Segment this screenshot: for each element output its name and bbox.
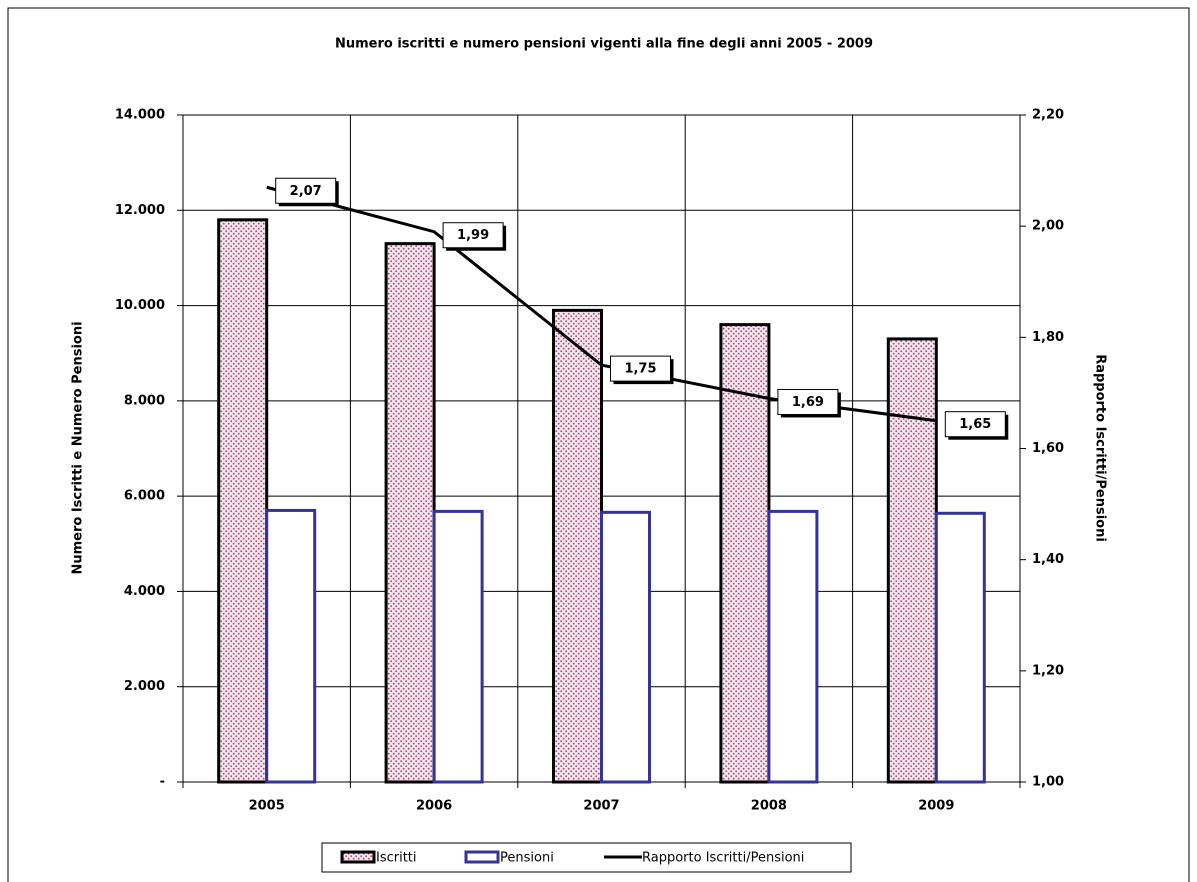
x-tick-label: 2005 xyxy=(249,799,285,814)
label-box xyxy=(777,388,839,415)
x-tick-label: 2006 xyxy=(416,799,452,814)
data-label: 1,65 xyxy=(959,417,991,432)
y2-tick-label: 1,00 xyxy=(1032,775,1064,790)
y-axis-title: Numero Iscritti e Numero Pensioni xyxy=(71,321,86,574)
chart-title: Numero iscritti e numero pensioni vigent… xyxy=(335,37,873,52)
y2-tick-label: 2,20 xyxy=(1032,108,1064,123)
bar xyxy=(384,242,436,784)
bar xyxy=(934,511,986,784)
data-label: 1,99 xyxy=(457,228,489,243)
bar xyxy=(886,337,938,784)
legend-label: Rapporto Iscritti/Pensioni xyxy=(642,851,804,866)
y-tick-label: 12.000 xyxy=(115,203,165,218)
y-tick-label: 4.000 xyxy=(124,584,165,599)
label-box xyxy=(275,177,337,204)
y-tick-label: 8.000 xyxy=(124,393,165,408)
data-label: 1,69 xyxy=(792,395,824,410)
y2-tick-label: 1,20 xyxy=(1032,663,1064,678)
bar xyxy=(265,508,317,784)
bar xyxy=(217,218,269,784)
legend-label: Pensioni xyxy=(500,851,554,866)
y2-tick-label: 1,80 xyxy=(1032,330,1064,345)
bar xyxy=(432,509,484,784)
x-tick-label: 2008 xyxy=(751,799,787,814)
y-tick-label: 14.000 xyxy=(115,108,165,123)
bar xyxy=(767,509,819,784)
y2-axis-title: Rapporto Iscritti/Pensioni xyxy=(1093,354,1108,542)
y2-tick-label: 1,40 xyxy=(1032,552,1064,567)
y-tick-label: 10.000 xyxy=(115,298,165,313)
y-tick-label: 2.000 xyxy=(124,679,165,694)
data-label: 2,07 xyxy=(290,184,322,199)
legend-label: Iscritti xyxy=(376,851,417,866)
bar xyxy=(552,308,603,784)
legend-box xyxy=(321,842,852,873)
y2-tick-label: 1,60 xyxy=(1032,441,1064,456)
label-box xyxy=(610,355,671,382)
x-tick-label: 2009 xyxy=(918,799,954,814)
y-tick-label: - xyxy=(160,775,165,790)
data-label: 1,75 xyxy=(624,362,656,377)
label-box xyxy=(944,411,1006,438)
x-tick-label: 2007 xyxy=(583,799,619,814)
legend-swatch xyxy=(464,850,500,864)
y2-tick-label: 2,00 xyxy=(1032,219,1064,234)
legend-swatch xyxy=(340,850,376,864)
bar xyxy=(600,510,651,784)
y-tick-label: 6.000 xyxy=(124,489,165,504)
label-box xyxy=(442,222,504,249)
bar xyxy=(719,323,771,784)
